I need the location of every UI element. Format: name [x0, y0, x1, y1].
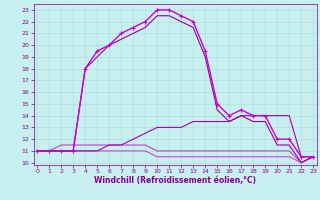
X-axis label: Windchill (Refroidissement éolien,°C): Windchill (Refroidissement éolien,°C) [94, 176, 256, 185]
